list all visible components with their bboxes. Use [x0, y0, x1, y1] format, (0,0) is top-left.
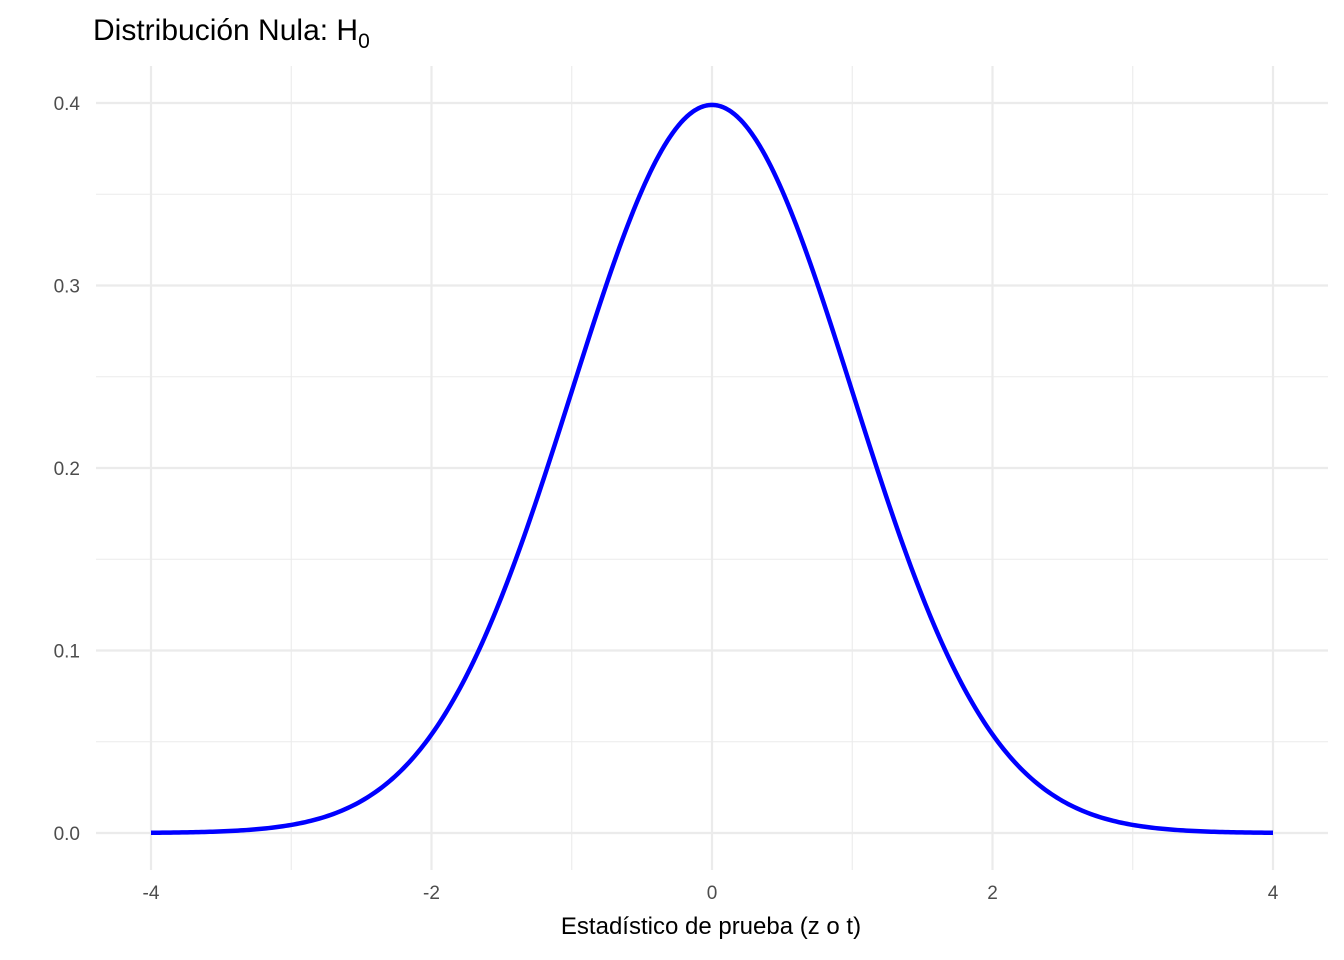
x-tick-label: -2	[423, 883, 440, 904]
y-tick-label: 0.3	[54, 277, 80, 298]
x-axis-title: Estadístico de prueba (z o t)	[561, 913, 861, 940]
x-tick-label: 0	[707, 883, 718, 904]
chart-title: Distribución Nula: H0	[93, 14, 370, 53]
y-tick-label: 0.1	[54, 642, 80, 663]
y-axis-tick-labels: 0.0 0.1 0.2 0.3 0.4	[54, 94, 81, 845]
density-curve-layer	[150, 102, 1274, 836]
x-axis-tick-labels: -4 -2 0 2 4	[143, 883, 1279, 904]
density-curve-line	[150, 102, 1274, 836]
y-tick-label: 0.4	[54, 94, 81, 115]
x-tick-label: -4	[143, 883, 160, 904]
y-tick-label: 0.2	[54, 459, 80, 480]
chart-title-main: Distribución Nula: H	[93, 14, 358, 47]
x-tick-label: 4	[1268, 883, 1279, 904]
major-grid	[96, 66, 1328, 870]
y-tick-label: 0.0	[54, 824, 80, 845]
x-tick-label: 2	[987, 883, 998, 904]
chart-title-subscript: 0	[358, 30, 370, 53]
